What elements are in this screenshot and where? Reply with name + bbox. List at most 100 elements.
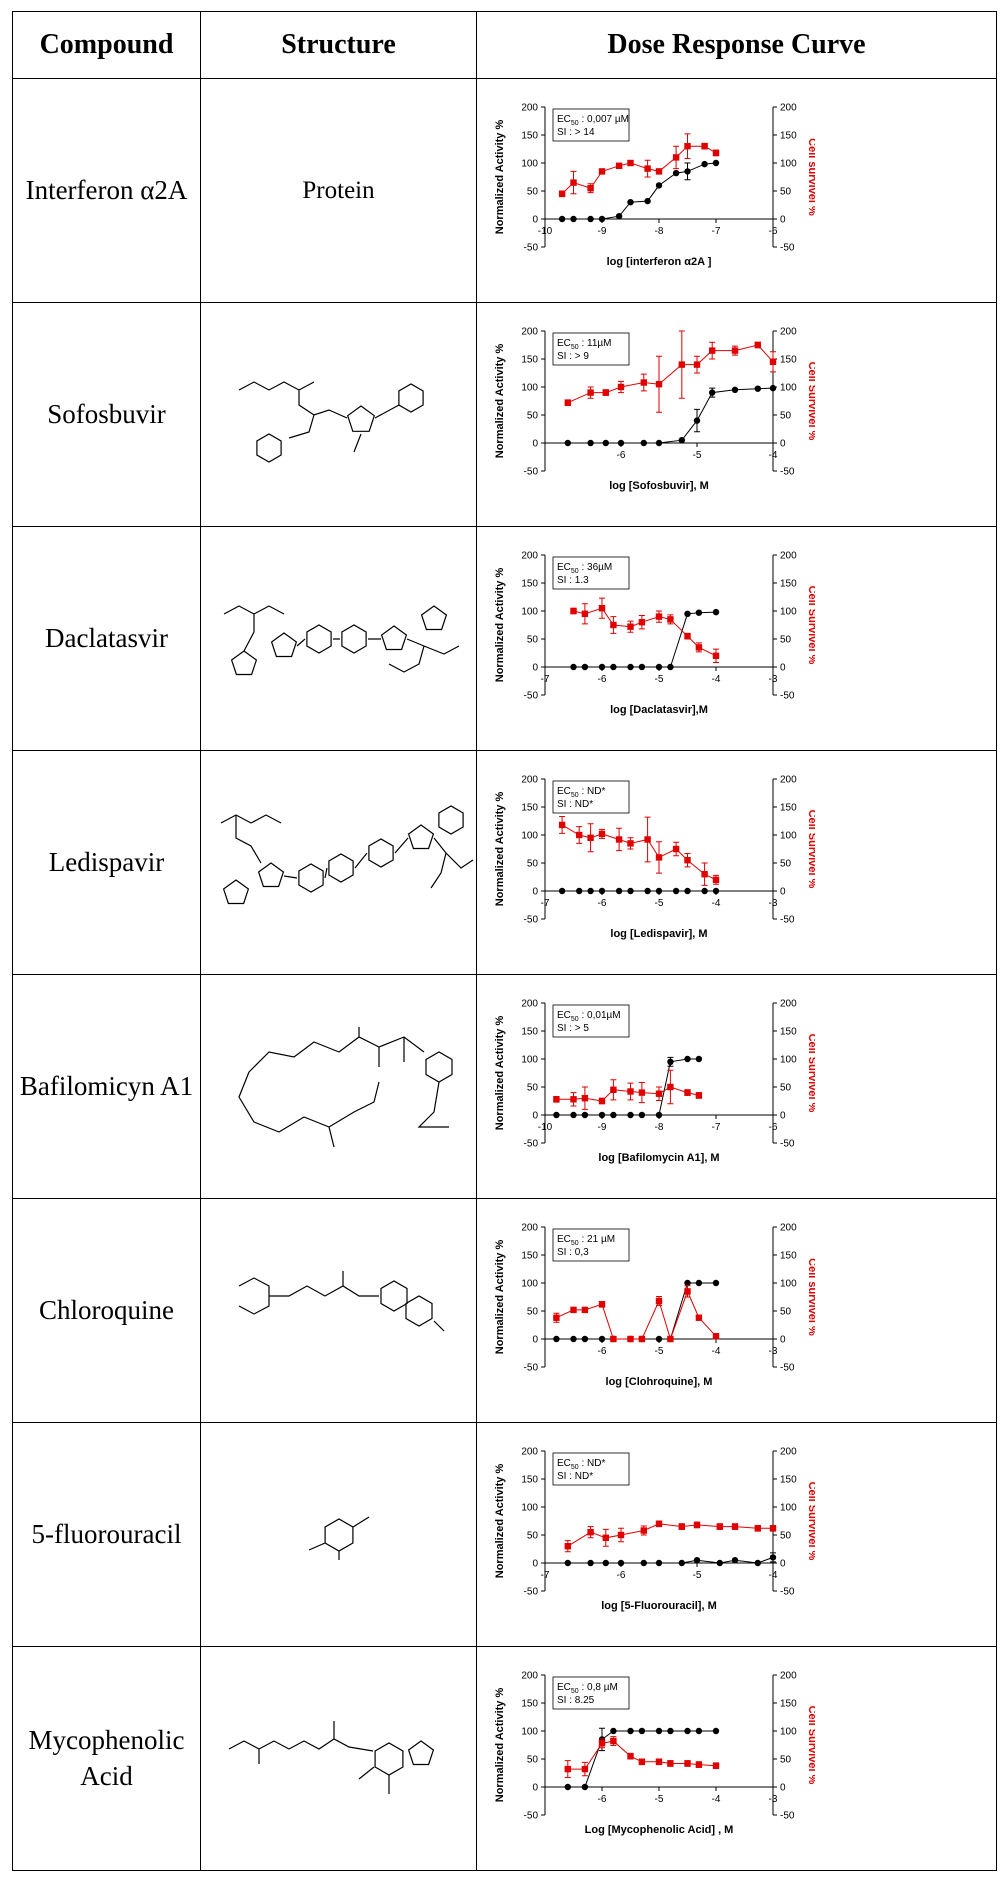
ec50-si-box [552, 1004, 630, 1038]
survival-point [678, 1523, 685, 1530]
x-tick-label: -6 [769, 1122, 778, 1133]
activity-point [655, 887, 663, 895]
y-tick-label: -50 [524, 915, 539, 926]
y2-tick-label: -50 [780, 467, 795, 478]
si-label: SI : ND* [557, 1471, 593, 1482]
compound-table: Compound Structure Dose Response Curve I… [12, 11, 997, 1871]
series-line [556, 1290, 717, 1341]
y-tick-label: -50 [524, 1587, 539, 1598]
x-axis-label: log [Clohroquine], M [606, 1376, 713, 1388]
activity-point [769, 384, 777, 392]
survival-point [701, 871, 708, 878]
survival-point [570, 1096, 577, 1103]
compound-name: Mycophenolic Acid [12, 1646, 201, 1871]
survival-point [587, 834, 594, 841]
y2-tick-label: 200 [780, 1671, 797, 1682]
y2-tick-label: 0 [780, 1335, 786, 1346]
activity-point [672, 887, 680, 895]
activity-point [655, 1111, 663, 1119]
y-tick-label: 150 [521, 355, 538, 366]
y-tick-label: 200 [521, 1447, 538, 1458]
dose-response-chart: -50 -50 0 0 50 50 100 100 150 150 200 200 -6 -5 -4 log … [494, 327, 815, 493]
activity-point [564, 1783, 571, 1791]
activity-point [615, 213, 623, 220]
activity-point [570, 1111, 577, 1119]
y-tick-label: 50 [527, 1083, 539, 1094]
y2-axis-label: Cell Survivel % [806, 1706, 815, 1785]
y2-tick-label: 100 [780, 383, 797, 394]
survival-point [564, 399, 571, 406]
y2-axis-label: Cell Survivel % [806, 1482, 815, 1561]
survival-point [598, 1740, 606, 1747]
y-tick-label: -50 [524, 1363, 539, 1374]
y2-tick-label: 0 [780, 1111, 786, 1122]
x-tick-label: -3 [769, 1794, 778, 1805]
header-dose-response: Dose Response Curve [476, 11, 997, 79]
y2-tick-label: 0 [780, 439, 786, 450]
y2-tick-label: -50 [780, 691, 795, 702]
dose-response-cell: -50 -50 0 0 50 50 100 100 150 150 200 200 -10 -9 -8 -7 -… [476, 78, 997, 303]
y-tick-label: 150 [521, 1699, 538, 1710]
survival-point [587, 389, 594, 396]
y-axis-label: Normalized Activity % [494, 1464, 506, 1579]
si-label: SI : > 14 [557, 127, 595, 138]
y2-tick-label: 0 [780, 1559, 786, 1570]
survival-point [598, 605, 606, 612]
y-tick-label: 150 [521, 1027, 538, 1038]
x-tick-label: -5 [655, 1346, 664, 1357]
y-tick-label: 200 [521, 103, 538, 114]
x-tick-label: -7 [541, 898, 550, 909]
activity-point [627, 1111, 634, 1119]
activity-point [712, 608, 720, 616]
survival-point [627, 840, 634, 847]
activity-point [627, 1727, 634, 1735]
dose-response-cell: -50 -50 0 0 50 50 100 100 150 150 200 200 -6 -5 -4 log … [476, 302, 997, 527]
activity-point [695, 609, 703, 616]
activity-point [627, 199, 634, 206]
activity-point [712, 1727, 720, 1735]
survival-point [716, 1523, 723, 1530]
survival-point [581, 610, 589, 617]
y2-tick-label: -50 [780, 1363, 795, 1374]
activity-point [581, 663, 589, 671]
activity-point [655, 663, 663, 671]
series-line [561, 145, 717, 195]
header-structure: Structure [200, 11, 477, 79]
x-axis-label: log [Daclatasvir],M [610, 704, 708, 716]
activity-point [576, 887, 583, 895]
activity-point [570, 1335, 577, 1343]
survival-point [678, 361, 685, 368]
series-line [556, 1058, 699, 1116]
survival-point [615, 162, 623, 169]
activity-point [587, 215, 594, 223]
si-label: SI : 1.3 [557, 575, 589, 586]
dose-response-chart: -50 -50 0 0 50 50 100 100 150 150 200 200 -10 -9 -8 -7 -… [494, 999, 815, 1165]
activity-point [695, 1727, 703, 1735]
survival-point [570, 1306, 577, 1314]
y2-tick-label: 100 [780, 607, 797, 618]
x-tick-label: -4 [712, 1794, 721, 1805]
ec50-si-box [552, 108, 630, 142]
y-tick-label: 0 [532, 887, 538, 898]
activity-point [570, 663, 577, 671]
y-tick-label: -50 [524, 1811, 539, 1822]
survival-point [709, 347, 716, 354]
activity-point [769, 1554, 777, 1561]
survival-point [684, 1089, 691, 1096]
compound-row: Mycophenolic Acid -50 -50 0 0 50 50 100 100 150 15… [12, 1646, 997, 1871]
daclatasvir-structure-icon [223, 604, 459, 675]
y2-tick-label: 0 [780, 663, 786, 674]
survival-point [769, 358, 777, 365]
survival-point [701, 143, 708, 150]
y-tick-label: 0 [532, 1783, 538, 1794]
x-tick-label: -6 [598, 898, 607, 909]
y2-tick-label: 200 [780, 1447, 797, 1458]
survival-point [672, 154, 680, 161]
x-tick-label: -8 [655, 226, 664, 237]
y-tick-label: -50 [524, 691, 539, 702]
y2-tick-label: 150 [780, 803, 797, 814]
y-tick-label: 50 [527, 187, 539, 198]
y2-axis-label: Cell Survivel % [806, 362, 815, 441]
x-tick-label: -4 [712, 1346, 721, 1357]
activity-point [684, 610, 691, 617]
